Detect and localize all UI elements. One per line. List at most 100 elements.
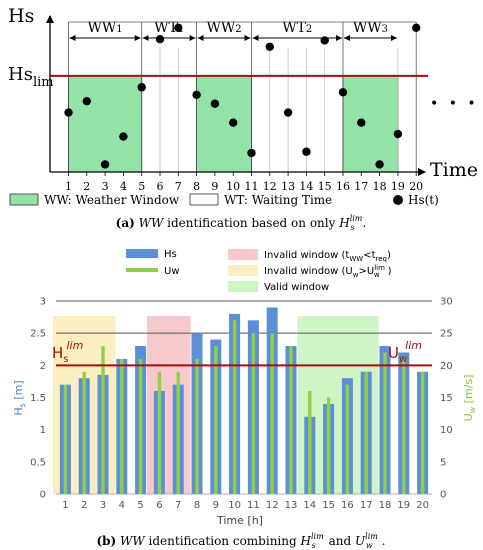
- x-tick-labels: 1 2 3 4 5 6 7 8 9 10 11 12 13 14 15 16 17 18 19 20: [65, 172, 423, 193]
- uw-bar: [101, 346, 105, 494]
- uw-bar: [251, 333, 256, 494]
- hs-point: [210, 99, 220, 108]
- x-tick-label-b: 15: [322, 500, 335, 511]
- hs-points: [64, 23, 421, 169]
- legend-waiting-time-swatch: [189, 193, 219, 206]
- uw-bar: [270, 333, 274, 494]
- segment-label: WW2: [206, 20, 241, 36]
- left-tick-label: 1: [40, 425, 46, 436]
- x-tick-label: 9: [211, 180, 218, 193]
- uw-bar: [402, 358, 406, 494]
- left-tick-label: 0.5: [30, 457, 46, 468]
- panel-a: WW1WT1WW2WT2WW3 Hs Time Hslim 1234567891…: [8, 5, 479, 232]
- hs-point: [82, 96, 92, 106]
- x-tick-label: 17: [354, 180, 368, 193]
- x-tick-label: 1: [65, 180, 72, 193]
- uw-bar: [157, 371, 162, 494]
- hs-point: [393, 129, 403, 139]
- legend-valid-swatch: [228, 281, 258, 292]
- x-tick-label-b: 3: [100, 500, 106, 511]
- hs-point: [302, 147, 311, 156]
- uw-bar: [326, 397, 331, 494]
- uw-bar: [289, 346, 293, 494]
- continuation-ellipsis: • • •: [430, 96, 479, 112]
- weather-window-region: [68, 75, 143, 173]
- x-tick-label: 14: [299, 180, 313, 193]
- x-tick-label: 20: [409, 180, 423, 193]
- hs-point: [265, 42, 274, 51]
- left-axis-ticks: 0 0.5 1 1.5 2 2.5 3: [30, 297, 46, 501]
- uw-bar: [214, 346, 218, 494]
- right-tick-label: 20: [440, 361, 453, 372]
- weather-window-region: [342, 75, 399, 173]
- segment-label: WW3: [353, 20, 388, 36]
- uw-bar: [63, 384, 68, 494]
- left-tick-label: 2: [40, 361, 46, 372]
- hs-point: [283, 108, 293, 117]
- x-axis-label-b: Time [h]: [216, 514, 263, 527]
- y-axis-label: Hs: [8, 5, 34, 27]
- legend-weather-window: WW: Weather Window: [44, 193, 180, 207]
- x-axis-label: Time: [430, 159, 478, 181]
- right-tick-label: 10: [440, 425, 453, 436]
- x-tick-label: 4: [120, 180, 127, 193]
- caption-b: (b) WW identification combining Hlim s an…: [96, 532, 385, 550]
- hs-point: [338, 88, 348, 97]
- uw-bar: [420, 371, 425, 494]
- x-tick-label: 2: [83, 180, 90, 193]
- x-tick-label: 8: [193, 180, 200, 193]
- panel-b: Hs Uw Invalid window (tWW<treq) Invalid …: [12, 249, 477, 550]
- x-axis-ticks: 1 2 3 4 5 6 7 8 9 10 11 12 13 14 15 16 17 18 19 20: [62, 500, 429, 511]
- uw-bar: [383, 352, 387, 494]
- caption-a: (a) WW identification based on only Hlim…: [116, 214, 367, 232]
- uw-bar: [232, 320, 237, 494]
- left-axis-label: Hs [m]: [12, 380, 27, 415]
- x-tick-label: 3: [102, 180, 109, 193]
- uw-bar: [345, 384, 350, 494]
- x-tick-label-b: 11: [247, 500, 260, 511]
- uw-bar: [82, 371, 86, 494]
- x-tick-label: 6: [157, 180, 164, 193]
- hs-point: [320, 36, 329, 45]
- uw-limit-label-b: Uwlim: [388, 339, 422, 365]
- hs-point: [192, 90, 201, 100]
- right-axis-label: Uw [m/s]: [462, 375, 477, 422]
- x-tick-label: 10: [226, 180, 240, 193]
- panel-a-legend: WW: Weather Window WT: Waiting Time Hs(t…: [9, 193, 439, 207]
- x-tick-label-b: 20: [416, 500, 429, 511]
- uw-bar: [364, 371, 368, 494]
- hs-limit-label-b: Hslim: [52, 339, 83, 365]
- x-tick-label-b: 4: [119, 500, 125, 511]
- right-tick-label: 25: [440, 329, 453, 340]
- uw-bar: [176, 371, 180, 494]
- x-tick-label-b: 2: [81, 500, 87, 511]
- legend-hs-t: Hs(t): [408, 193, 439, 207]
- hs-point: [137, 83, 146, 92]
- uw-bar: [195, 358, 199, 494]
- legend-uw-swatch: [126, 268, 158, 272]
- right-tick-label: 5: [440, 457, 446, 468]
- x-tick-label: 7: [175, 180, 182, 193]
- x-tick-label-b: 9: [213, 500, 219, 511]
- legend-hs-swatch: [126, 249, 158, 258]
- invalid-t-window: [147, 316, 191, 494]
- legend-weather-window-swatch: [9, 193, 39, 206]
- x-tick-label-b: 8: [194, 500, 200, 511]
- segment-annotations: WW1WT1WW2WT2WW3: [68, 20, 417, 172]
- hs-point: [64, 108, 73, 117]
- x-tick-label-b: 12: [266, 500, 279, 511]
- x-tick-label-b: 13: [285, 500, 298, 511]
- legend-invalid-u-swatch: [228, 265, 258, 276]
- weather-window-region: [196, 75, 252, 173]
- segment-label: WT2: [282, 20, 312, 36]
- hs-point: [412, 23, 421, 32]
- x-tick-label: 5: [138, 180, 145, 193]
- x-tick-label-b: 10: [228, 500, 241, 511]
- x-tick-label-b: 16: [341, 500, 354, 511]
- left-tick-label: 2.5: [30, 329, 46, 340]
- panel-b-legend: Hs Uw Invalid window (tWW<treq) Invalid …: [126, 249, 392, 293]
- x-tick-label-b: 18: [379, 500, 392, 511]
- legend-uw: Uw: [164, 266, 180, 277]
- hs-point: [100, 160, 110, 169]
